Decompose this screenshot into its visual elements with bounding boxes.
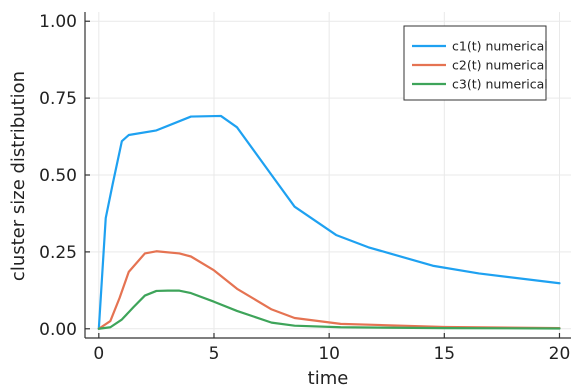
legend-label-c3: c3(t) numerical	[452, 77, 548, 92]
legend-label-c2: c2(t) numerical	[452, 58, 548, 73]
x-axis-label: time	[308, 368, 349, 387]
x-tick-label: 10	[318, 344, 340, 364]
legend-items: c1(t) numerical c2(t) numerical c3(t) nume…	[412, 39, 548, 92]
y-axis-label: cluster size distribution	[8, 71, 29, 281]
x-tick-label: 0	[93, 344, 104, 364]
series-group	[97, 114, 561, 330]
legend-box	[403, 25, 547, 101]
x-ticks: 0 5 10 15 20	[93, 333, 570, 364]
series-line-c2	[97, 250, 561, 330]
y-ticks: 0.00 0.25 0.50 0.75 1.00	[39, 12, 90, 340]
legend: c1(t) numerical c2(t) numerical c3(t) nume…	[403, 25, 548, 101]
series-line-c1	[97, 114, 561, 330]
series-line-c3	[97, 289, 561, 330]
x-tick-label: 20	[549, 344, 571, 364]
y-tick-label: 0.50	[39, 166, 77, 186]
y-tick-label: 1.00	[39, 12, 77, 32]
legend-label-c1: c1(t) numerical	[452, 39, 548, 54]
x-tick-label: 5	[209, 344, 220, 364]
y-tick-label: 0.00	[39, 320, 77, 340]
y-tick-label: 0.75	[39, 89, 77, 109]
y-tick-label: 0.25	[39, 243, 77, 263]
x-tick-label: 15	[433, 344, 455, 364]
